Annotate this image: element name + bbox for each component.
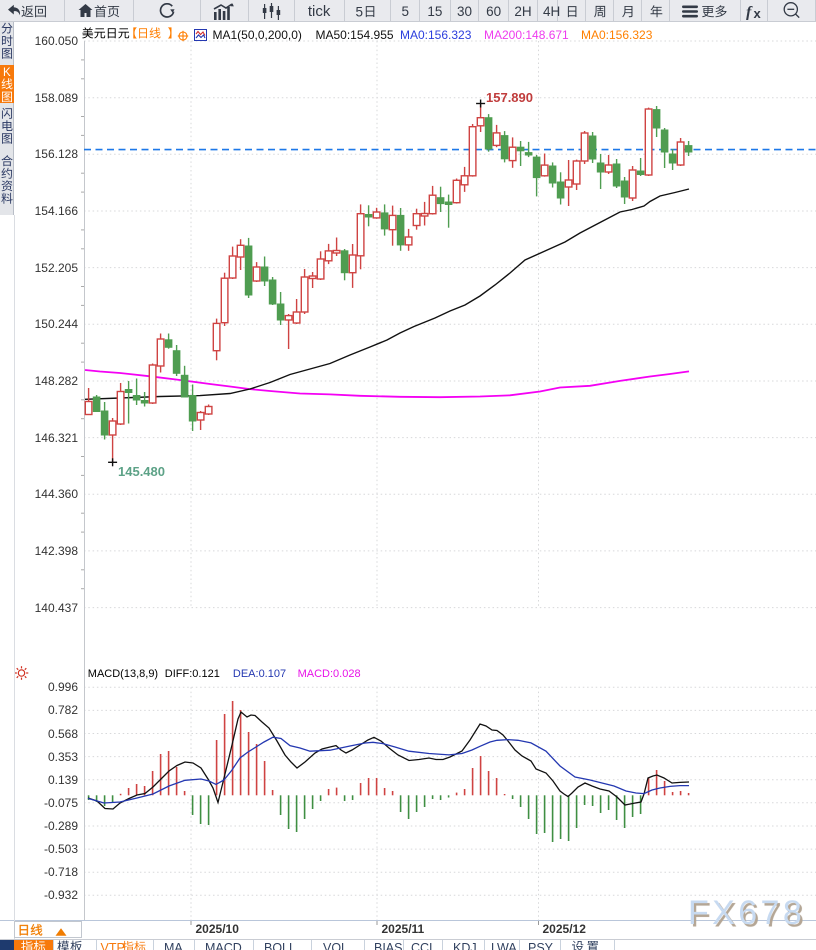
svg-text:x: x (753, 6, 761, 20)
svg-text:f: f (746, 4, 753, 20)
svg-text:5: 5 (356, 4, 364, 19)
svg-text:K: K (3, 67, 11, 79)
